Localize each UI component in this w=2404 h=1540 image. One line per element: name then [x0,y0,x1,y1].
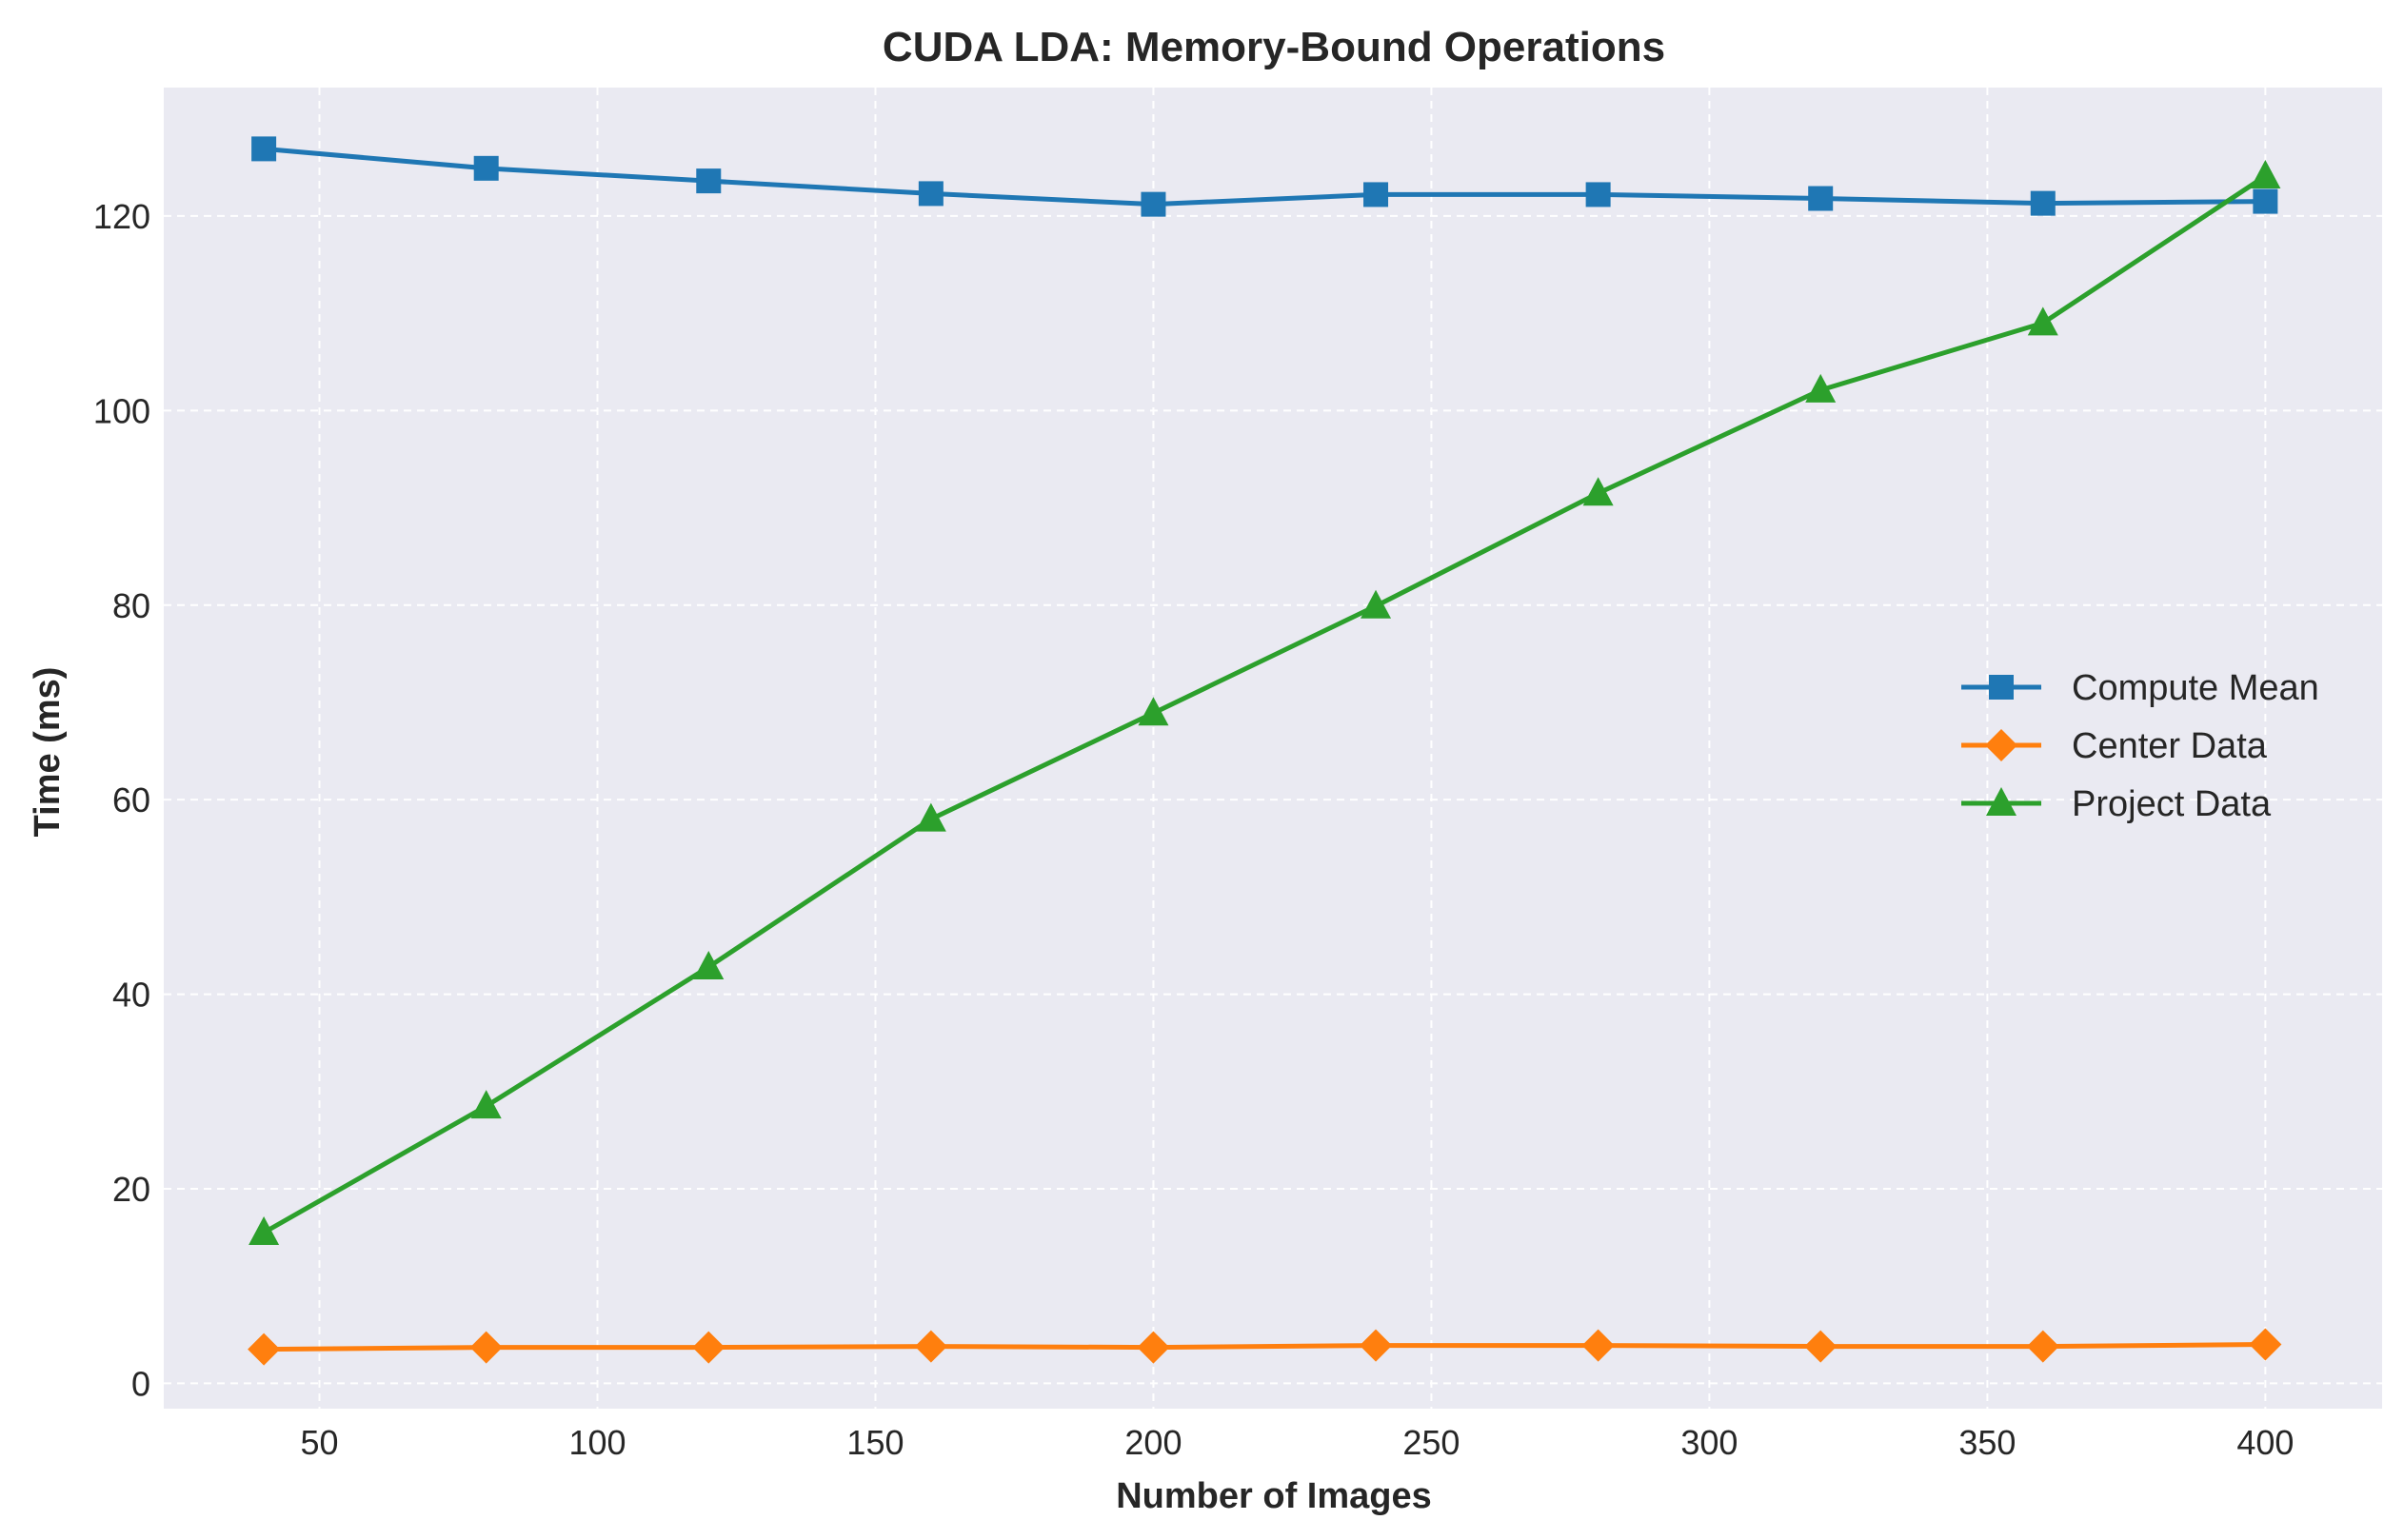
data-point [2249,1328,2282,1361]
data-point [248,1216,280,1246]
legend-label: Project Data [2072,784,2272,824]
grid-lines [164,88,2382,1409]
y-tick-label: 60 [112,780,150,819]
data-point [1141,191,1166,217]
data-point [1138,697,1169,726]
data-point [1363,182,1389,207]
legend-marker [1986,787,2017,816]
data-point [2030,190,2056,216]
data-point [693,950,725,979]
data-point [2026,1330,2059,1363]
data-point [469,1331,503,1364]
legend-label: Compute Mean [2072,668,2319,708]
data-point [1137,1331,1170,1364]
series-1 [248,1328,2282,1366]
legend-label: Center Data [2072,726,2268,766]
data-point [2250,160,2281,189]
y-axis-ticks: 0 20 40 60 80 100 120 [93,197,150,1404]
data-point [470,1090,502,1119]
series-line [264,1342,2266,1352]
legend: Compute Mean Center Data Project Data [1961,668,2319,824]
x-tick-label: 300 [1680,1423,1738,1462]
x-tick-label: 50 [300,1423,338,1462]
y-tick-label: 80 [112,586,150,625]
data-point [248,1333,281,1366]
legend-item: Project Data [1961,784,2272,824]
data-point [1360,1329,1393,1362]
y-tick-label: 0 [131,1364,150,1403]
data-point [696,168,722,194]
x-tick-label: 200 [1124,1423,1182,1462]
x-tick-label: 400 [2236,1423,2294,1462]
x-tick-label: 100 [568,1423,626,1462]
data-point [2253,188,2278,214]
data-point [915,802,946,832]
data-point [1805,373,1837,403]
legend-item: Center Data [1961,726,2268,766]
x-tick-label: 350 [1958,1423,2016,1462]
data-point [1585,182,1611,207]
plot-area [164,88,2382,1409]
data-point [1804,1330,1838,1363]
series-layer [248,136,2282,1366]
y-axis-title: Time (ms) [28,667,68,838]
y-tick-label: 20 [112,1170,150,1209]
series-line [263,146,2266,207]
series-line [262,173,2267,1235]
x-tick-label: 250 [1402,1423,1460,1462]
y-tick-label: 100 [93,391,150,430]
data-point [2027,306,2058,336]
series-0 [251,136,2278,217]
legend-item: Compute Mean [1961,668,2319,708]
legend-marker [1989,675,2014,700]
data-point [692,1331,725,1364]
data-point [473,155,499,181]
data-point [1581,1329,1615,1362]
x-axis-title: Number of Images [1116,1476,1432,1516]
x-tick-label: 150 [846,1423,904,1462]
y-tick-label: 40 [112,976,150,1015]
data-point [1582,477,1614,506]
series-2 [248,160,2281,1246]
data-point [914,1330,947,1363]
data-point [251,136,277,162]
chart-title: CUDA LDA: Memory-Bound Operations [883,24,1665,70]
data-point [918,181,944,207]
data-point [1808,186,1834,211]
legend-marker [1985,729,2017,761]
data-point [1361,589,1392,619]
y-tick-label: 120 [93,197,150,236]
x-axis-ticks: 50 100 150 200 250 300 350 400 [300,1423,2294,1462]
